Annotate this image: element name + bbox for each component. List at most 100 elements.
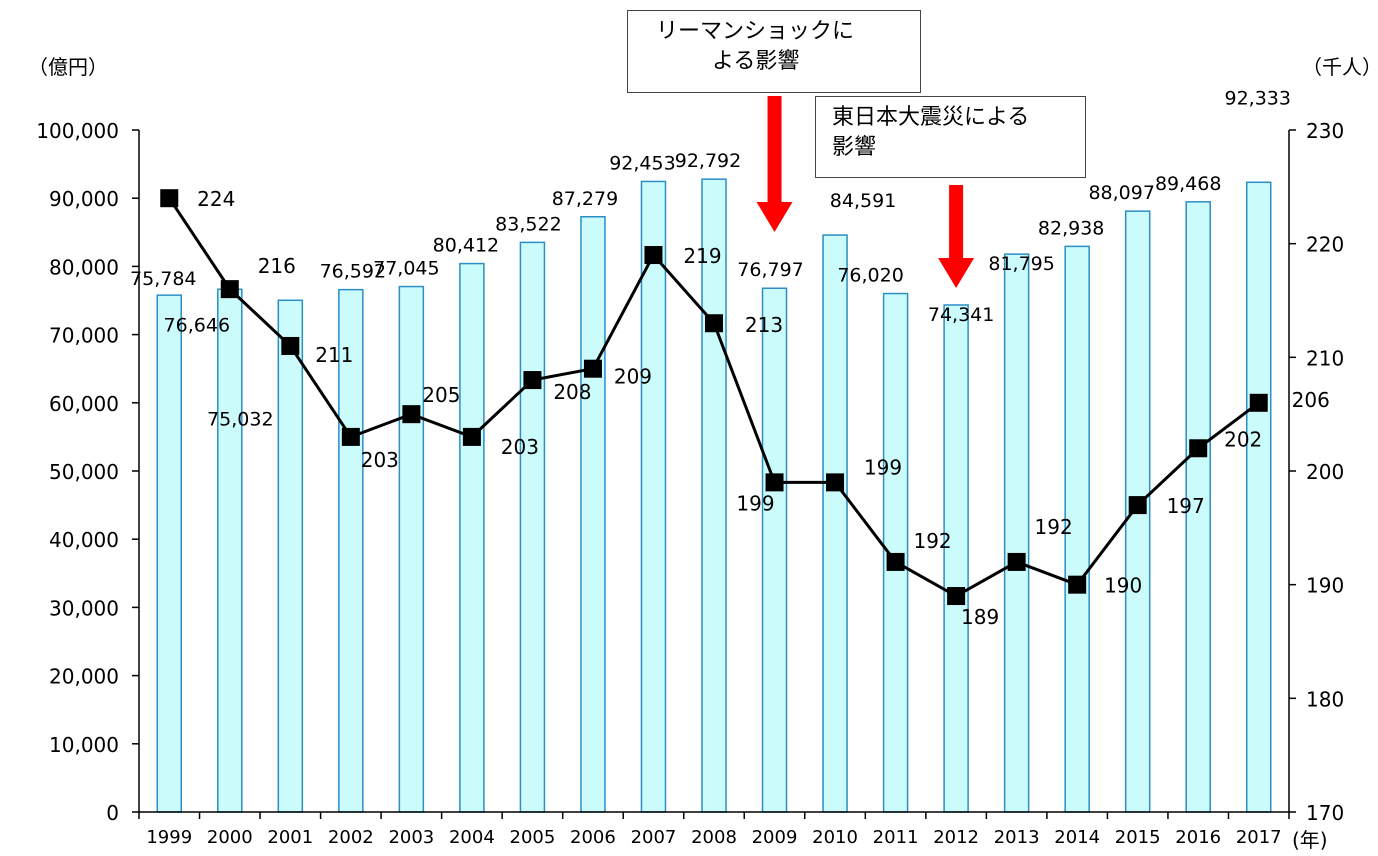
bars-layer: [156, 178, 1272, 813]
line-marker-2015: [1128, 496, 1147, 515]
x-tick-label-2002: 2002: [328, 827, 374, 848]
bar-value-label-2010: 84,591: [830, 190, 896, 212]
right-tick-label: 210: [1306, 346, 1344, 370]
bar-value-label-2004: 80,412: [433, 235, 499, 257]
line-value-label-2001: 211: [315, 343, 353, 367]
line-value-label-2016: 202: [1224, 427, 1262, 451]
line-marker-2002: [341, 427, 360, 446]
left-tick-label: 60,000: [49, 392, 119, 416]
lehman-shock-annotation: リーマンショックに よる影響: [627, 10, 921, 93]
red-arrow-lehman: [756, 96, 793, 232]
labels-layer: 75,784 76,646 75,032 76,59277,04580,41283,5…: [130, 87, 1330, 629]
line-value-label-2017: 206: [1292, 388, 1330, 412]
line-value-label-2011: 192: [913, 529, 951, 553]
red-arrow-earthquake: [938, 185, 975, 288]
bar-value-label-2008: 92,792: [675, 150, 741, 172]
line-value-label-2008: 213: [745, 313, 783, 337]
line-marker-2005: [523, 371, 542, 390]
bar-2002: [338, 288, 364, 813]
bar-2006: [580, 216, 606, 813]
x-tick-label-2007: 2007: [631, 827, 677, 848]
right-tick-label: 230: [1306, 119, 1344, 143]
left-tick-label: 80,000: [49, 255, 119, 279]
bar-value-label-2012: 74,341: [928, 304, 994, 326]
bar-1999: [156, 294, 183, 813]
line-value-label-1999: 224: [197, 187, 235, 211]
bar-2009: [761, 287, 788, 813]
left-tick-label: 40,000: [49, 528, 119, 552]
line-value-label-2007: 219: [683, 244, 721, 268]
x-tick-label-2006: 2006: [570, 827, 616, 848]
line-marker-2007: [644, 246, 663, 265]
line-marker-2010: [826, 473, 845, 492]
left-axis-unit-label: （億円）: [28, 55, 108, 79]
bar-value-label-2017: 92,333: [1224, 87, 1290, 109]
bar-2007: [640, 180, 667, 813]
bar-value-label-2016: 89,468: [1155, 173, 1221, 195]
annotation-line: よる影響: [712, 49, 800, 74]
line-marker-2006: [583, 359, 602, 378]
x-tick-label-2001: 2001: [267, 827, 313, 848]
x-tick-label-2014: 2014: [1054, 827, 1100, 848]
bar-2003: [398, 285, 425, 813]
bar-2010: [822, 234, 848, 813]
left-tick-label: 0: [106, 801, 119, 825]
x-tick-label-2016: 2016: [1175, 827, 1221, 848]
x-tick-label-2010: 2010: [812, 827, 858, 848]
bar-value-label-2015: 88,097: [1088, 182, 1154, 204]
bar-value-label-2006: 87,279: [552, 188, 618, 210]
bar-2014: [1064, 245, 1090, 813]
bar-value-label-2007: 92,453: [609, 152, 675, 174]
bar-2012: [943, 304, 969, 813]
line-value-label-2009: 199: [736, 491, 774, 515]
left-tick-label: 10,000: [49, 733, 119, 757]
left-tick-label: 90,000: [49, 187, 119, 211]
right-axis-unit-label: （千人）: [1302, 55, 1378, 79]
bar-2016: [1185, 201, 1211, 813]
line-marker-2011: [886, 552, 905, 571]
left-tick-label: 30,000: [49, 596, 119, 620]
line-marker-2004: [462, 427, 481, 446]
annotation-line: 東日本大震災による: [832, 105, 1030, 130]
x-tick-label-2005: 2005: [510, 827, 556, 848]
line-marker-2014: [1068, 575, 1087, 594]
left-tick-label: 20,000: [49, 665, 119, 689]
arrows-layer: [756, 96, 975, 288]
right-tick-label: 180: [1306, 687, 1344, 711]
line-marker-2001: [281, 336, 300, 355]
bar-2017: [1245, 181, 1272, 813]
bar-value-label-2003: 77,045: [373, 258, 439, 280]
line-value-label-2003: 205: [422, 383, 460, 407]
line-marker-2000: [220, 280, 239, 299]
right-tick-label: 220: [1306, 233, 1344, 257]
bar-2001: [277, 299, 304, 813]
line-value-label-2012: 189: [961, 605, 999, 629]
left-tick-label: 50,000: [49, 460, 119, 484]
x-tick-label-1999: 1999: [146, 827, 192, 848]
bar-value-label-1999: 75,784: [130, 268, 196, 290]
annotation-line: リーマンショックに: [656, 19, 855, 44]
x-tick-label-2015: 2015: [1115, 827, 1161, 848]
line-value-label-2002: 203: [361, 448, 399, 472]
earthquake-annotation: 東日本大震災による 影響: [815, 96, 1086, 178]
bar-2008: [701, 178, 727, 813]
line-marker-2016: [1189, 439, 1208, 458]
x-axis-unit-label: (年): [1292, 828, 1328, 852]
line-value-label-2006: 209: [614, 365, 652, 389]
x-tick-label-2000: 2000: [207, 827, 253, 848]
bar-value-label-2014: 82,938: [1038, 217, 1104, 239]
bar-2004: [459, 262, 485, 813]
x-tick-label-2012: 2012: [933, 827, 979, 848]
line-marker-2013: [1007, 552, 1026, 571]
bar-value-label-2009: 76,797: [737, 259, 803, 281]
line-value-label-2005: 208: [553, 380, 591, 404]
line-value-label-2015: 197: [1167, 494, 1205, 518]
annotation-line: 影響: [832, 135, 877, 160]
bar-value-label-2011: 76,020: [837, 265, 903, 287]
bar-2013: [1003, 253, 1030, 813]
line-layer: [160, 189, 1268, 606]
right-tick-label: 190: [1306, 574, 1344, 598]
line-marker-2009: [765, 473, 784, 492]
axes-layer: 0 10,000 20,000 30,000 40,000 50,000 60,000 70,…: [36, 119, 1344, 848]
